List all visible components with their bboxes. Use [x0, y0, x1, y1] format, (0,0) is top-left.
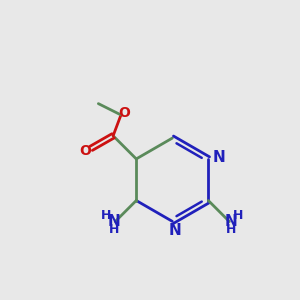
Text: O: O	[118, 106, 130, 120]
Text: N: N	[212, 150, 225, 165]
Text: H: H	[101, 208, 112, 221]
Text: H: H	[109, 223, 119, 236]
Text: N: N	[169, 223, 182, 238]
Text: O: O	[79, 144, 91, 158]
Text: N: N	[107, 214, 120, 229]
Text: H: H	[226, 223, 236, 236]
Text: N: N	[224, 214, 237, 229]
Text: H: H	[233, 208, 243, 221]
